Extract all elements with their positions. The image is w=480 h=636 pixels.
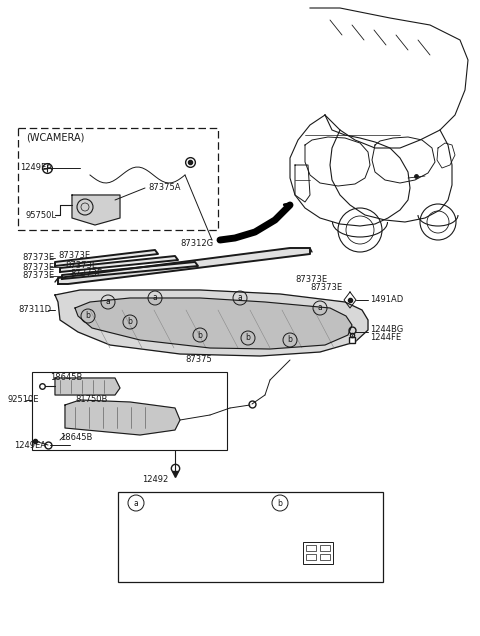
Text: 87373E: 87373E	[310, 284, 342, 293]
Text: a: a	[318, 303, 323, 312]
Text: 87375: 87375	[185, 356, 212, 364]
Text: b: b	[277, 499, 282, 508]
Text: 87319: 87319	[175, 558, 202, 567]
Text: (WCAMERA): (WCAMERA)	[26, 133, 84, 143]
Text: 87373E: 87373E	[65, 261, 97, 270]
Text: 1494GB: 1494GB	[175, 544, 208, 553]
Text: b: b	[246, 333, 251, 343]
Text: b: b	[288, 336, 292, 345]
Text: 1249EA: 1249EA	[14, 441, 46, 450]
Text: 87373E: 87373E	[22, 272, 54, 280]
Text: 87373E: 87373E	[295, 275, 327, 284]
Bar	[118, 492, 383, 582]
Polygon shape	[60, 256, 178, 272]
Text: b: b	[128, 317, 132, 326]
Text: 1249EA: 1249EA	[20, 163, 52, 172]
Text: 87312G: 87312G	[180, 240, 213, 249]
Text: 18645B: 18645B	[60, 434, 92, 443]
Polygon shape	[65, 400, 180, 435]
Bar	[18, 128, 218, 230]
Bar	[32, 372, 227, 450]
Text: 95750L: 95750L	[25, 211, 56, 219]
Polygon shape	[55, 378, 120, 395]
Text: b: b	[85, 312, 90, 321]
Text: 1244BG: 1244BG	[370, 326, 403, 335]
Text: a: a	[153, 293, 157, 303]
Text: 87373E: 87373E	[58, 251, 90, 261]
Text: 81750B: 81750B	[75, 396, 108, 404]
Text: 87373E: 87373E	[22, 263, 54, 272]
Text: a: a	[238, 293, 242, 303]
Text: 87373E: 87373E	[70, 270, 102, 279]
Polygon shape	[72, 195, 120, 225]
Bar	[303, 542, 333, 564]
Text: b: b	[198, 331, 203, 340]
Text: 87311D: 87311D	[18, 305, 51, 314]
Polygon shape	[58, 248, 310, 284]
Text: 18645B: 18645B	[50, 373, 83, 382]
Text: 12492: 12492	[142, 476, 168, 485]
Text: 87373E: 87373E	[22, 254, 54, 263]
Polygon shape	[75, 298, 352, 349]
Text: 1335AA: 1335AA	[291, 498, 329, 508]
Text: 92510E: 92510E	[8, 396, 39, 404]
Text: 82315A: 82315A	[175, 534, 207, 543]
Polygon shape	[55, 290, 368, 356]
Text: a: a	[106, 298, 110, 307]
Text: a: a	[133, 499, 138, 508]
Polygon shape	[62, 262, 198, 279]
Bar	[320, 554, 330, 560]
Text: 87375A: 87375A	[148, 183, 180, 191]
Text: 1491AD: 1491AD	[370, 296, 403, 305]
Polygon shape	[55, 250, 158, 266]
Text: 1244FE: 1244FE	[370, 333, 401, 343]
Bar	[320, 545, 330, 551]
Bar	[306, 554, 316, 560]
Bar	[306, 545, 316, 551]
